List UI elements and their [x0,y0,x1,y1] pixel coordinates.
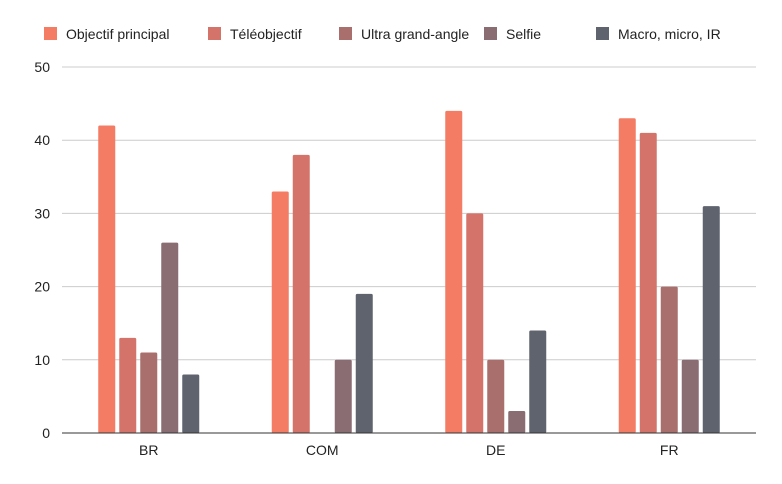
legend-label: Selfie [506,26,541,42]
y-tick-label: 30 [34,205,50,221]
legend: Objectif principal Téléobjectif Ultra gran… [44,26,721,42]
x-tick-label: FR [660,442,679,458]
x-tick-label: DE [486,442,505,458]
legend-swatch [484,27,497,40]
y-tick-label: 0 [42,425,50,441]
bar [355,293,373,433]
bar [702,206,720,433]
bar [119,337,137,433]
bar [466,213,484,433]
bar [681,359,699,433]
legend-label: Objectif principal [66,26,170,42]
y-tick-label: 50 [34,59,50,75]
bar [98,125,116,433]
y-axis-ticks: 0 10 20 30 40 50 [34,59,50,441]
legend-label: Ultra grand-angle [361,26,469,42]
legend-item: Téléobjectif [208,26,302,42]
bar [660,286,678,433]
bar [618,118,636,434]
bar [445,110,463,434]
bar [508,411,526,433]
x-axis-ticks: BR COM DE FR [139,442,679,458]
legend-item: Objectif principal [44,26,170,42]
y-tick-label: 40 [34,132,50,148]
bar [271,191,289,433]
bar [487,359,505,433]
bars [98,110,720,434]
bar [639,132,657,433]
bar [529,330,547,433]
y-tick-label: 20 [34,279,50,295]
legend-label: Téléobjectif [230,26,302,42]
bar [182,374,200,433]
bar [334,359,352,433]
legend-swatch [596,27,609,40]
bar [292,154,310,433]
legend-item: Ultra grand-angle [339,26,469,42]
bar [161,242,179,433]
legend-swatch [44,27,57,40]
legend-label: Macro, micro, IR [618,26,721,42]
legend-swatch [339,27,352,40]
bar [140,352,158,433]
x-tick-label: BR [139,442,158,458]
legend-item: Macro, micro, IR [596,26,721,42]
y-tick-label: 10 [34,352,50,368]
x-tick-label: COM [306,442,339,458]
legend-item: Selfie [484,26,541,42]
legend-swatch [208,27,221,40]
